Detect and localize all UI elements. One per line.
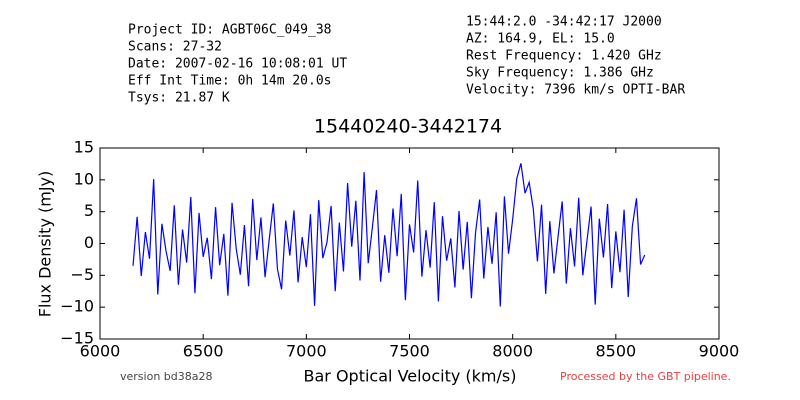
spectrum-line	[132, 163, 646, 307]
x-tick-label: 8500	[595, 342, 636, 361]
y-tick-label: 15	[74, 138, 94, 157]
header-left-line: Project ID: AGBT06C_049_38	[128, 23, 332, 38]
header-left-line: Eff Int Time: 0h 14m 20.0s	[128, 74, 332, 89]
x-tick-label: 9000	[699, 342, 740, 361]
x-tick-label: 6000	[80, 342, 121, 361]
chart-title: 15440240-3442174	[314, 116, 502, 138]
x-axis-label: Bar Optical Velocity (km/s)	[304, 367, 517, 386]
header-left-line: Scans: 27-32	[128, 40, 222, 55]
y-tick-label: −10	[60, 297, 94, 316]
y-tick-label: 0	[84, 233, 94, 252]
plot-frame	[99, 147, 720, 340]
header-right-line: Velocity: 7396 km/s OPTI-BAR	[466, 83, 685, 98]
y-tick-label: 5	[84, 201, 94, 220]
header-left-line: Tsys: 21.87 K	[128, 91, 230, 106]
x-tick-label: 6500	[183, 342, 224, 361]
pipeline-note: Processed by the GBT pipeline.	[560, 370, 731, 383]
x-tick-label: 7500	[389, 342, 430, 361]
y-tick-label: −5	[70, 265, 94, 284]
y-tick-label: 10	[74, 169, 94, 188]
header-left-line: Date: 2007-02-16 10:08:01 UT	[128, 57, 347, 72]
x-tick-label: 7000	[286, 342, 327, 361]
y-axis-label: Flux Density (mJy)	[36, 171, 55, 318]
header-right-line: Sky Frequency: 1.386 GHz	[466, 66, 654, 81]
x-tick-label: 8000	[492, 342, 533, 361]
y-tick-label: −15	[60, 329, 94, 348]
header-right-line: AZ: 164.9, EL: 15.0	[466, 32, 615, 47]
header-right-line: 15:44:2.0 -34:42:17 J2000	[466, 15, 662, 30]
header-right-line: Rest Frequency: 1.420 GHz	[466, 49, 662, 64]
version-label: version bd38a28	[120, 370, 213, 383]
